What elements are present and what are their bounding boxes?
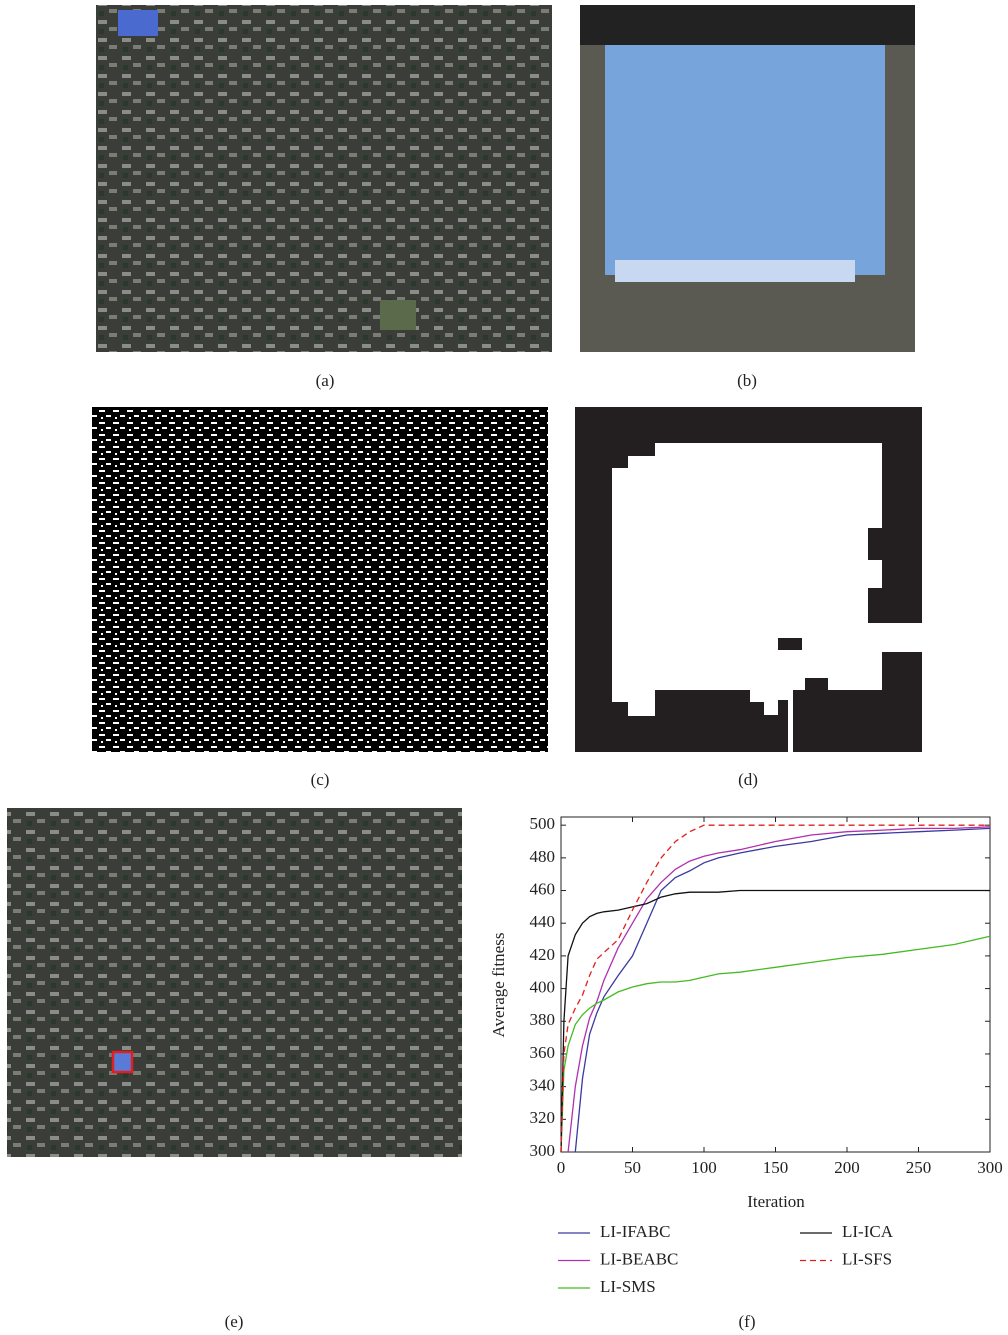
y-tick-label: 420 bbox=[530, 945, 556, 964]
panel-label: (c) bbox=[311, 770, 330, 789]
y-tick-label: 460 bbox=[530, 879, 556, 898]
legend-label: LI-SFS bbox=[842, 1249, 892, 1268]
detected-box bbox=[113, 1052, 132, 1072]
binary-image bbox=[92, 407, 548, 752]
x-tick-label: 250 bbox=[906, 1158, 932, 1177]
series-line bbox=[561, 936, 990, 1152]
y-tick-label: 380 bbox=[530, 1010, 556, 1029]
x-tick-label: 300 bbox=[977, 1158, 1003, 1177]
result-image bbox=[7, 808, 462, 1157]
series-line bbox=[568, 827, 990, 1152]
x-tick-label: 50 bbox=[624, 1158, 641, 1177]
y-tick-label: 360 bbox=[530, 1043, 556, 1062]
image-detail bbox=[380, 300, 416, 330]
image-detail bbox=[615, 260, 855, 282]
panel-label: (b) bbox=[737, 371, 757, 390]
panel-label: (f) bbox=[739, 1312, 756, 1331]
legend-label: LI-ICA bbox=[842, 1222, 894, 1241]
y-tick-label: 340 bbox=[530, 1076, 556, 1095]
plot-frame bbox=[561, 817, 990, 1152]
series-line bbox=[561, 825, 990, 1152]
image-detail bbox=[118, 10, 158, 36]
legend-label: LI-IFABC bbox=[600, 1222, 671, 1241]
x-axis-title: Iteration bbox=[747, 1192, 805, 1211]
x-tick-label: 150 bbox=[763, 1158, 789, 1177]
panel-label: (d) bbox=[738, 770, 758, 789]
y-tick-label: 300 bbox=[530, 1141, 556, 1160]
y-tick-label: 480 bbox=[530, 847, 556, 866]
y-tick-label: 400 bbox=[530, 977, 556, 996]
y-tick-label: 440 bbox=[530, 912, 556, 931]
x-tick-label: 200 bbox=[834, 1158, 860, 1177]
legend-label: LI-BEABC bbox=[600, 1249, 678, 1268]
x-tick-label: 0 bbox=[557, 1158, 566, 1177]
image-detail bbox=[778, 638, 802, 650]
figure: (a) (b) (c) (d) (e) (f) Iteration Averag… bbox=[0, 0, 1008, 1335]
y-tick-label: 320 bbox=[530, 1108, 556, 1127]
series-line bbox=[575, 828, 990, 1152]
x-tick-label: 100 bbox=[691, 1158, 717, 1177]
legend-label: LI-SMS bbox=[600, 1277, 656, 1296]
satellite-image bbox=[96, 5, 552, 352]
series-line bbox=[561, 891, 990, 1153]
panel-label: (e) bbox=[225, 1312, 244, 1331]
y-tick-label: 500 bbox=[530, 814, 556, 833]
panel-label: (a) bbox=[316, 371, 335, 390]
image-detail bbox=[580, 5, 915, 45]
y-axis-title: Average fitness bbox=[489, 933, 508, 1038]
image-detail bbox=[605, 45, 885, 275]
